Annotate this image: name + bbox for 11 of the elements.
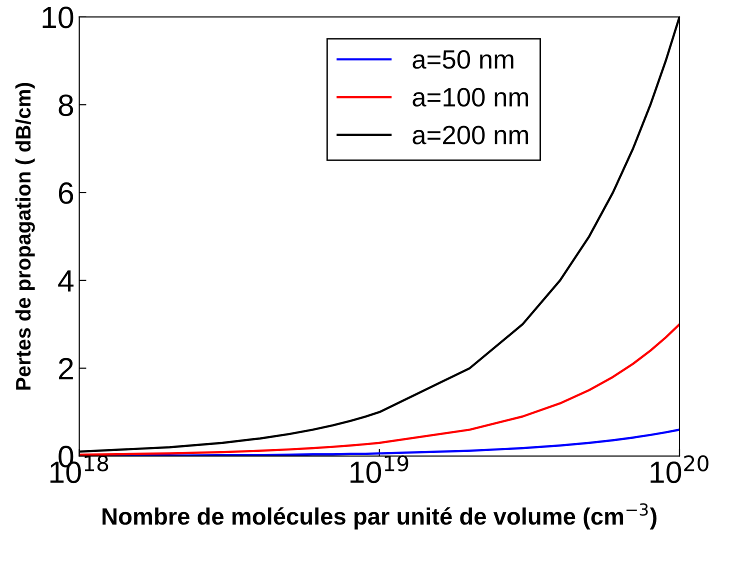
y-tick-label: 10 — [42, 6, 74, 28]
y-tick-label: 8 — [58, 94, 74, 116]
x-axis-title: Nombre de molécules par unité de volume (cm$^{−3}$) — [102, 503, 656, 530]
x-tick-label: 10$^{20}$ — [650, 455, 708, 484]
y-tick-label: 6 — [58, 182, 74, 204]
legend-label: a=100 nm — [412, 88, 528, 107]
y-tick-label: 4 — [58, 270, 74, 292]
legend-label: a=200 nm — [412, 126, 528, 144]
legend-label: a=50 nm — [412, 50, 514, 69]
y-axis-title: Pertes de propagation ( dB/cm) — [15, 82, 35, 390]
y-tick-label: 2 — [58, 358, 73, 380]
